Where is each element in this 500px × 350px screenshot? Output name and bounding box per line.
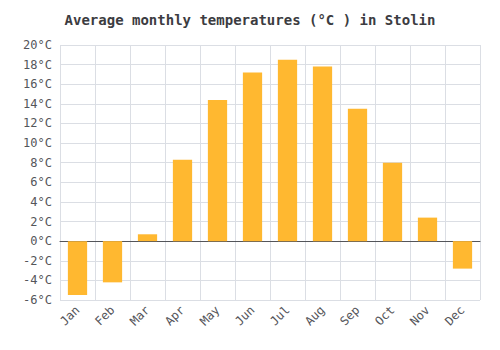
svg-text:18°C: 18°C bbox=[23, 58, 52, 72]
svg-text:16°C: 16°C bbox=[23, 77, 52, 91]
svg-text:6°C: 6°C bbox=[30, 175, 52, 189]
svg-text:Sep: Sep bbox=[337, 303, 362, 328]
svg-text:-2°C: -2°C bbox=[23, 254, 52, 268]
svg-text:4°C: 4°C bbox=[30, 195, 52, 209]
svg-text:Aug: Aug bbox=[302, 303, 327, 328]
svg-text:Mar: Mar bbox=[127, 303, 152, 328]
svg-text:Oct: Oct bbox=[372, 303, 397, 328]
svg-text:2°C: 2°C bbox=[30, 215, 52, 229]
svg-text:10°C: 10°C bbox=[23, 136, 52, 150]
svg-text:0°C: 0°C bbox=[30, 234, 52, 248]
svg-text:Jun: Jun bbox=[232, 303, 257, 328]
svg-text:Average monthly temperatures (: Average monthly temperatures (°C ) in St… bbox=[65, 12, 436, 28]
svg-text:-4°C: -4°C bbox=[23, 273, 52, 287]
svg-text:Nov: Nov bbox=[407, 303, 432, 328]
svg-text:May: May bbox=[197, 303, 222, 328]
svg-text:12°C: 12°C bbox=[23, 116, 52, 130]
svg-text:-6°C: -6°C bbox=[23, 293, 52, 307]
svg-text:20°C: 20°C bbox=[23, 38, 52, 52]
svg-text:Jul: Jul bbox=[267, 303, 292, 328]
svg-text:Dec: Dec bbox=[442, 303, 467, 328]
svg-text:14°C: 14°C bbox=[23, 97, 52, 111]
svg-text:Feb: Feb bbox=[92, 303, 117, 328]
svg-text:Jan: Jan bbox=[57, 303, 82, 328]
svg-text:Apr: Apr bbox=[162, 303, 187, 328]
svg-text:8°C: 8°C bbox=[30, 156, 52, 170]
